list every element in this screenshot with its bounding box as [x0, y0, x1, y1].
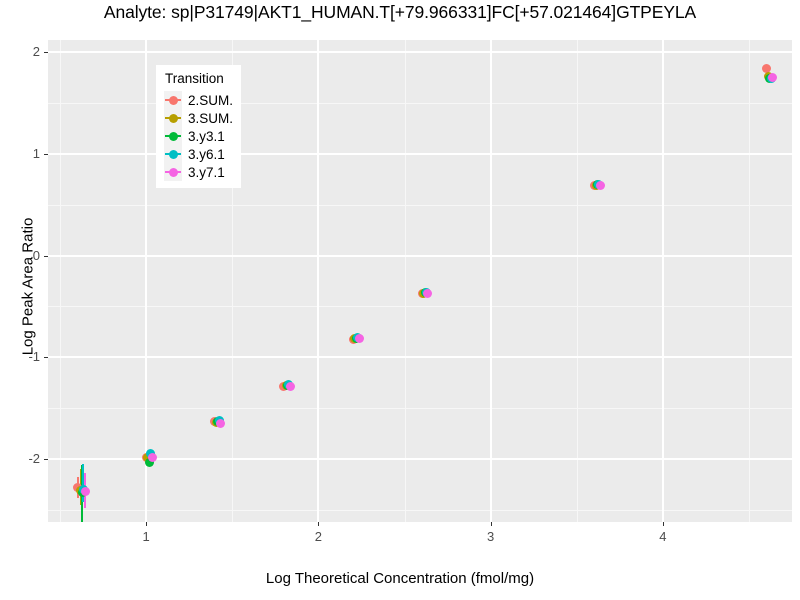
data-point: [285, 382, 295, 392]
y-tick-label: 2: [32, 44, 40, 60]
data-point: [768, 72, 778, 82]
legend-key-swatch: [164, 91, 182, 109]
page-title: Analyte: sp|P31749|AKT1_HUMAN.T[+79.9663…: [103, 2, 697, 22]
gridline-major-horizontal: [48, 457, 792, 460]
x-tick-label: 3: [486, 529, 495, 544]
y-tick-mark: [44, 357, 48, 359]
gridline-minor-horizontal: [48, 408, 792, 410]
legend-key-dot: [168, 167, 178, 177]
y-tick-mark: [44, 153, 48, 155]
gridline-major-horizontal: [48, 51, 792, 54]
legend-key-swatch: [164, 163, 182, 181]
error-bar: [82, 464, 85, 502]
gridline-minor-horizontal: [48, 103, 792, 105]
legend-rows: 2.SUM. 3.SUM. 3.y3.1 3.y6.1 3.y7.1: [164, 91, 233, 181]
x-tick-label: 1: [142, 529, 150, 544]
legend-item-3-y6-1[interactable]: 3.y6.1: [164, 145, 233, 163]
data-point: [595, 180, 605, 190]
data-point: [144, 457, 154, 467]
gridline-major-horizontal: [48, 152, 792, 155]
gridline-minor-vertical: [576, 40, 578, 522]
data-point: [80, 486, 90, 496]
data-point: [216, 418, 226, 428]
gridline-minor-horizontal: [48, 509, 792, 511]
x-tick-mark: [662, 522, 664, 526]
legend-item-label: 2.SUM.: [188, 92, 234, 108]
data-point: [423, 288, 433, 298]
legend-item-label: 3.y6.1: [188, 146, 225, 162]
legend-key-dot: [168, 95, 178, 105]
y-tick-label: -2: [28, 450, 40, 466]
x-axis-title: Log Theoretical Concentration (fmol/mg): [265, 570, 535, 587]
gridline-minor-vertical: [60, 40, 62, 522]
x-tick-label: 4: [659, 529, 667, 544]
legend-item-2-sum[interactable]: 2.SUM.: [164, 91, 233, 109]
x-tick-label: 2: [314, 529, 322, 544]
legend[interactable]: Transition 2.SUM. 3.SUM. 3.y3.1 3.y6.1 3.y7.…: [156, 65, 242, 188]
gridline-minor-vertical: [404, 40, 406, 522]
y-tick-mark: [44, 458, 48, 460]
y-tick-mark: [44, 52, 48, 54]
data-point: [354, 334, 364, 344]
y-tick-mark: [44, 255, 48, 257]
y-tick-label: 0: [32, 247, 40, 263]
legend-key-swatch: [164, 127, 182, 145]
legend-item-3-sum[interactable]: 3.SUM.: [164, 109, 233, 127]
gridline-major-vertical: [489, 40, 492, 522]
legend-item-label: 3.y3.1: [188, 128, 225, 144]
legend-item-3-y7-1[interactable]: 3.y7.1: [164, 163, 233, 181]
x-tick-mark: [146, 522, 148, 526]
gridline-major-vertical: [317, 40, 320, 522]
data-point: [762, 63, 771, 73]
data-point: [146, 448, 156, 458]
legend-key-dot: [168, 131, 178, 141]
gridline-minor-horizontal: [48, 204, 792, 206]
legend-key-dot: [168, 113, 178, 123]
legend-item-label: 3.SUM.: [188, 110, 234, 126]
legend-key-swatch: [164, 145, 182, 163]
y-tick-label: 1: [32, 145, 40, 161]
gridline-minor-vertical: [748, 40, 750, 522]
legend-title: Transition: [165, 71, 224, 86]
gridline-major-horizontal: [48, 356, 792, 359]
gridline-major-vertical: [145, 40, 148, 522]
gridline-major-horizontal: [48, 254, 792, 257]
gridline-minor-vertical: [232, 40, 234, 522]
legend-key-dot: [168, 149, 178, 159]
gridline-minor-horizontal: [48, 306, 792, 308]
gridline-major-vertical: [661, 40, 664, 522]
y-axis-title: Log Peak Area Ratio: [19, 217, 37, 356]
legend-item-3-y3-1[interactable]: 3.y3.1: [164, 127, 233, 145]
y-tick-label: -1: [28, 349, 40, 365]
x-tick-mark: [318, 522, 320, 526]
x-tick-mark: [490, 522, 492, 526]
data-point: [147, 453, 157, 463]
legend-item-label: 3.y7.1: [188, 164, 225, 180]
legend-key-swatch: [164, 109, 182, 127]
